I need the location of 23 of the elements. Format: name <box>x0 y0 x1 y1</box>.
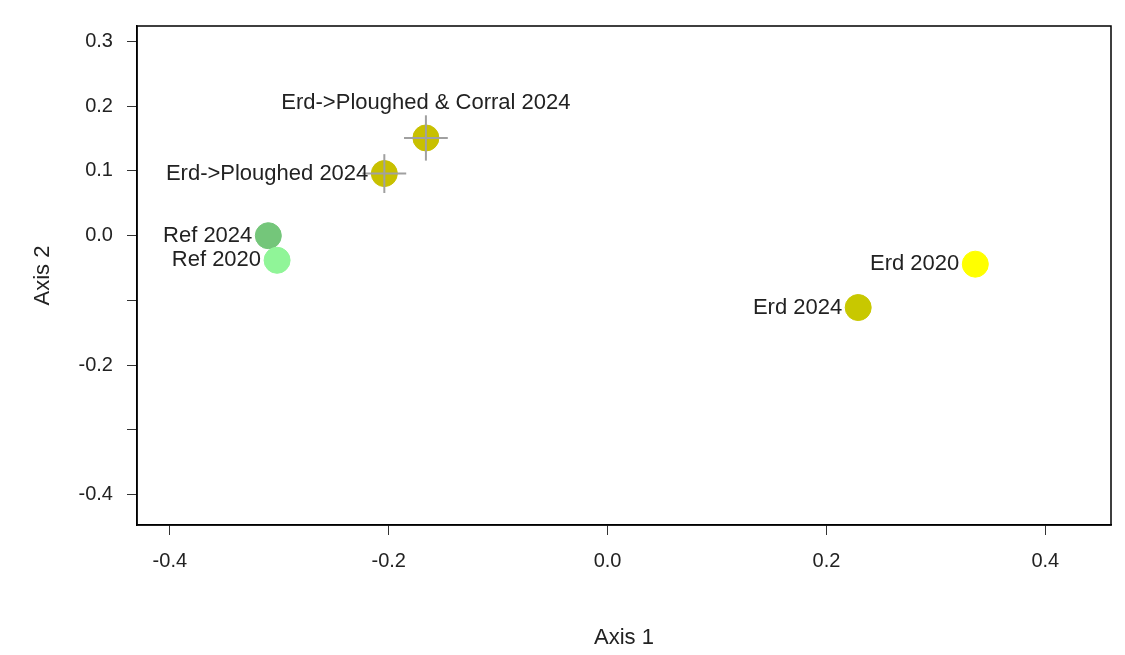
y-axis-title: Axis 2 <box>29 245 55 306</box>
annotation: Ref 2020 <box>171 246 262 272</box>
y-tick-label: 0.0 <box>85 223 113 246</box>
y-tick-label: -0.2 <box>78 352 113 375</box>
annotation: Erd 2024 <box>752 293 843 319</box>
x-tick-label: 0.0 <box>593 548 622 571</box>
x-axis-title: Axis 1 <box>594 623 654 649</box>
x-tick-label: 0.2 <box>812 548 841 571</box>
x-tick-label: 0.4 <box>1031 548 1060 571</box>
annotation: Erd->Ploughed 2024 <box>165 159 369 185</box>
annotation: Erd->Ploughed & Corral 2024 <box>281 89 571 115</box>
annotation: Ref 2024 <box>163 221 253 247</box>
y-tick-label: 0.1 <box>85 158 113 181</box>
x-tick-label: -0.2 <box>371 548 406 571</box>
point <box>961 250 989 278</box>
x-tick-label: -0.4 <box>152 548 188 571</box>
point <box>844 294 872 322</box>
point <box>254 222 282 250</box>
annotation: Erd 2020 <box>870 250 960 276</box>
point <box>263 246 291 274</box>
y-tick-label: -0.4 <box>78 482 113 505</box>
y-tick-label: 0.3 <box>85 29 113 52</box>
y-tick-label: 0.2 <box>85 93 113 116</box>
